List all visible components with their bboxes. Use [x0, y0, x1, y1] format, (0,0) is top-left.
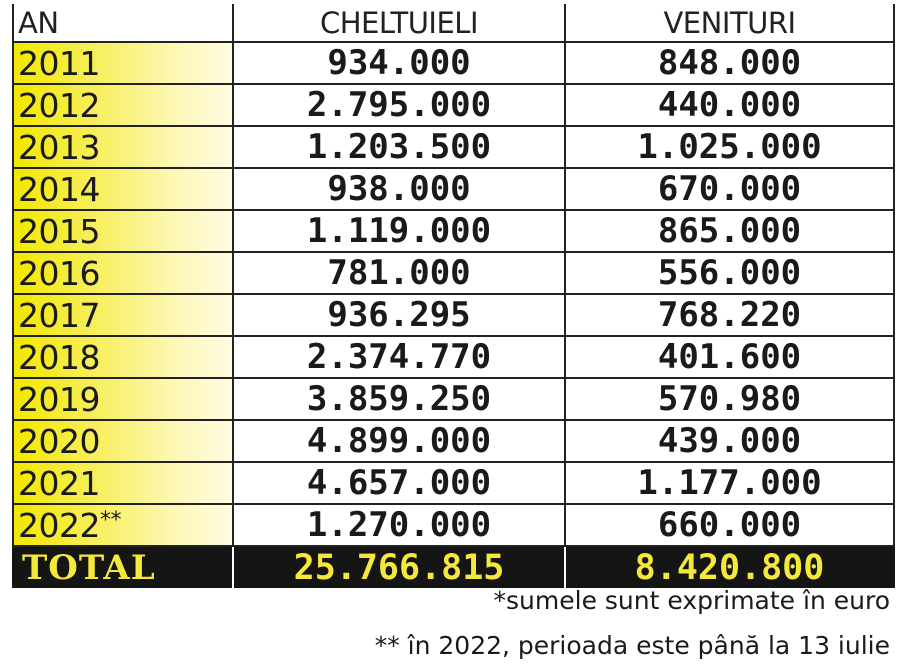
- income-cell: 660.000: [564, 504, 895, 547]
- table-row: 2011 934.000 848.000: [12, 42, 895, 85]
- table-row: 2019 3.859.250 570.980: [12, 378, 895, 421]
- column-header-expenses: CHELTUIELI: [232, 4, 566, 43]
- year-cell: 2013: [12, 126, 234, 169]
- table-row: 2014 938.000 670.000: [12, 168, 895, 211]
- year-value: 2017: [18, 295, 100, 335]
- table-row: 2016 781.000 556.000: [12, 252, 895, 295]
- column-header-income: VENITURI: [564, 4, 895, 43]
- table-row: 2017 936.295 768.220: [12, 294, 895, 337]
- total-label: TOTAL: [12, 546, 234, 588]
- expenses-cell: 936.295: [232, 294, 566, 337]
- income-cell: 1.177.000: [564, 462, 895, 505]
- total-row: TOTAL 25.766.815 8.420.800: [12, 546, 895, 588]
- year-value: 2015: [18, 211, 100, 251]
- expenses-cell: 2.795.000: [232, 84, 566, 127]
- expenses-cell: 4.657.000: [232, 462, 566, 505]
- expenses-cell: 781.000: [232, 252, 566, 295]
- total-expenses: 25.766.815: [232, 546, 566, 588]
- year-value: 2018: [18, 337, 100, 377]
- footnotes: *sumele sunt exprimate în euro ** în 202…: [375, 578, 890, 667]
- year-cell: 2022**: [12, 504, 234, 547]
- year-cell: 2019: [12, 378, 234, 421]
- income-cell: 440.000: [564, 84, 895, 127]
- expenses-cell: 2.374.770: [232, 336, 566, 379]
- income-cell: 570.980: [564, 378, 895, 421]
- year-cell: 2012: [12, 84, 234, 127]
- income-cell: 768.220: [564, 294, 895, 337]
- footnote-currency: *sumele sunt exprimate în euro: [493, 586, 890, 615]
- header-row: AN CHELTUIELI VENITURI: [12, 4, 895, 43]
- expenses-cell: 938.000: [232, 168, 566, 211]
- table-row: 2021 4.657.000 1.177.000: [12, 462, 895, 505]
- year-value: 2012: [18, 85, 100, 125]
- table-row: 2015 1.119.000 865.000: [12, 210, 895, 253]
- year-cell: 2014: [12, 168, 234, 211]
- table-body: 2011 934.000 848.000 2012 2.795.000 440.…: [12, 42, 895, 547]
- footnote-period: ** în 2022, perioada este până la 13 iul…: [374, 631, 890, 660]
- year-cell: 2011: [12, 42, 234, 85]
- expenses-cell: 1.203.500: [232, 126, 566, 169]
- total-income: 8.420.800: [564, 546, 895, 588]
- expenses-cell: 4.899.000: [232, 420, 566, 463]
- year-value: 2016: [18, 253, 100, 293]
- year-value: 2019: [18, 379, 100, 419]
- year-cell: 2018: [12, 336, 234, 379]
- table-row: 2012 2.795.000 440.000: [12, 84, 895, 127]
- table-header: AN CHELTUIELI VENITURI: [12, 4, 895, 43]
- year-cell: 2021: [12, 462, 234, 505]
- expenses-cell: 934.000: [232, 42, 566, 85]
- year-value: 2020: [18, 421, 100, 461]
- table-footer: TOTAL 25.766.815 8.420.800: [12, 546, 895, 588]
- year-value: 2013: [18, 127, 100, 167]
- year-cell: 2017: [12, 294, 234, 337]
- table-row: 2022** 1.270.000 660.000: [12, 504, 895, 547]
- income-cell: 556.000: [564, 252, 895, 295]
- data-table: AN CHELTUIELI VENITURI 2011 934.000 848.…: [12, 4, 895, 588]
- income-cell: 401.600: [564, 336, 895, 379]
- year-value: 2021: [18, 463, 100, 503]
- year-value: 2022: [18, 505, 100, 545]
- income-cell: 865.000: [564, 210, 895, 253]
- year-value: 2014: [18, 169, 100, 209]
- expenses-cell: 3.859.250: [232, 378, 566, 421]
- table-row: 2018 2.374.770 401.600: [12, 336, 895, 379]
- expenses-cell: 1.270.000: [232, 504, 566, 547]
- table-row: 2020 4.899.000 439.000: [12, 420, 895, 463]
- year-cell: 2016: [12, 252, 234, 295]
- expenses-cell: 1.119.000: [232, 210, 566, 253]
- table-row: 2013 1.203.500 1.025.000: [12, 126, 895, 169]
- year-value: 2011: [18, 43, 100, 83]
- year-cell: 2015: [12, 210, 234, 253]
- expenses-income-table: AN CHELTUIELI VENITURI 2011 934.000 848.…: [12, 4, 895, 588]
- income-cell: 1.025.000: [564, 126, 895, 169]
- year-cell: 2020: [12, 420, 234, 463]
- year-footnote-mark: **: [99, 507, 122, 533]
- income-cell: 848.000: [564, 42, 895, 85]
- column-header-year: AN: [12, 4, 234, 43]
- income-cell: 670.000: [564, 168, 895, 211]
- income-cell: 439.000: [564, 420, 895, 463]
